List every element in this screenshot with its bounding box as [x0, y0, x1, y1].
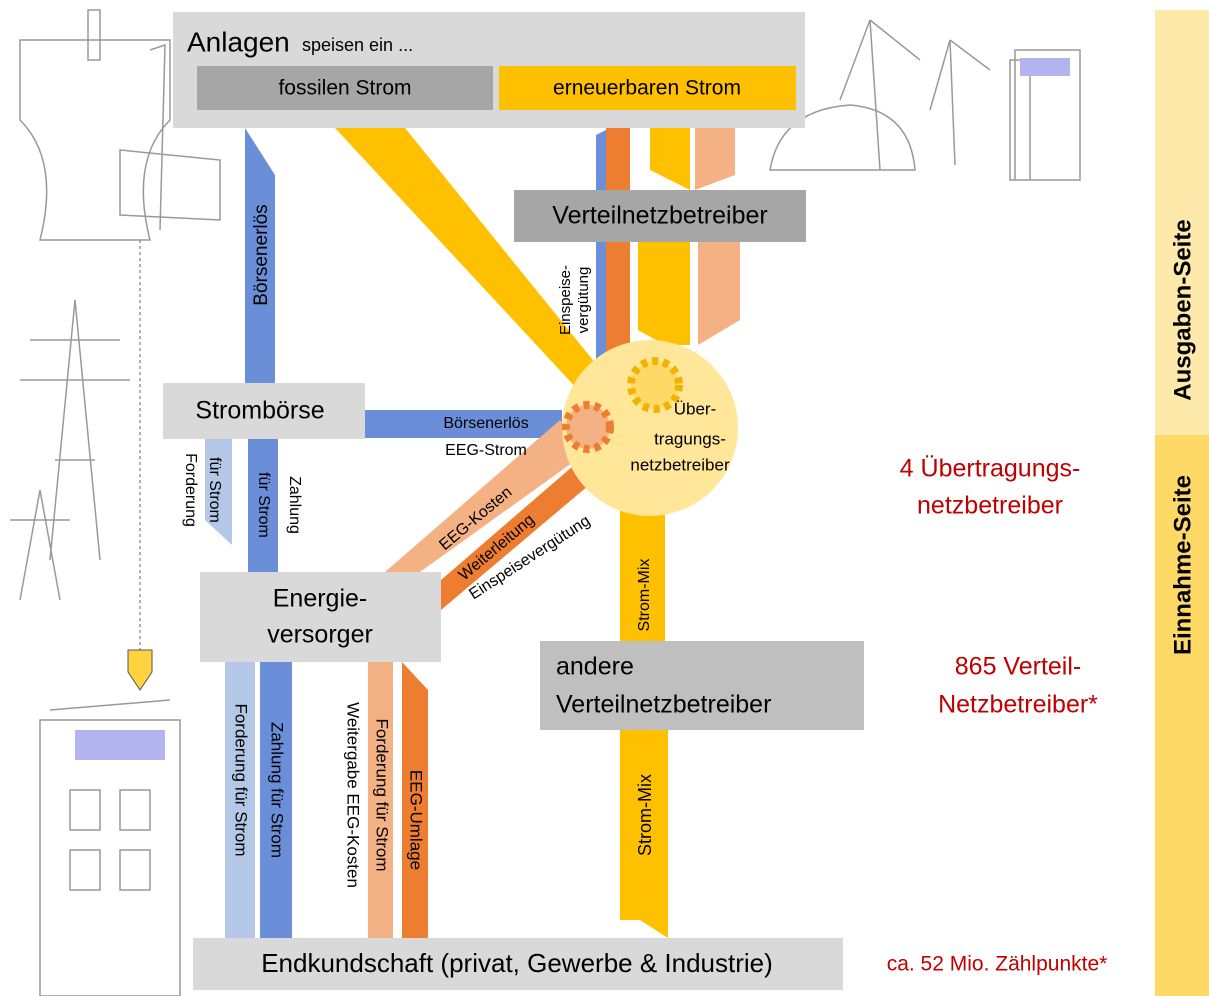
node-label: Verteilnetzbetreiber	[552, 202, 767, 230]
annotation: 865 Verteil-	[955, 653, 1081, 681]
plug	[128, 650, 152, 690]
annotation: ca. 52 Mio. Zählpunkte*	[887, 953, 1108, 976]
sources-subtitle: speisen ein ...	[302, 35, 413, 55]
flow	[606, 118, 630, 190]
side-label: Einnahme-Seite	[1169, 475, 1196, 655]
flow	[606, 242, 630, 355]
flow-label: EEG-Strom	[445, 442, 527, 459]
node-label: Strombörse	[195, 397, 324, 425]
node-label: Über-	[674, 399, 717, 418]
flow-label: Zahlung	[286, 476, 303, 534]
flow-label: Strom-Mix	[636, 559, 653, 632]
solar-panels	[75, 730, 165, 760]
node-label: versorger	[267, 621, 373, 649]
node-label: tragungs-	[654, 429, 726, 448]
annotation: 4 Übertragungs-	[900, 455, 1081, 483]
flow-label: Einspeise-	[557, 265, 574, 335]
gear-icon	[566, 405, 610, 449]
node-label: Verteilnetzbetreiber	[556, 691, 771, 719]
node-label: Energie-	[273, 585, 368, 613]
annotation: netzbetreiber	[917, 492, 1063, 520]
flow-label: vergütung	[575, 267, 592, 334]
flow-label: Strom-Mix	[635, 774, 655, 856]
node-label: andere	[556, 653, 634, 681]
flow-label: Weitergabe EEG-Kosten	[344, 702, 363, 888]
gear-icon	[631, 361, 679, 409]
flow-label: Börsenerlös	[251, 204, 272, 305]
side-label: Ausgaben-Seite	[1169, 219, 1196, 400]
flow-label: für Strom	[255, 472, 272, 538]
solar-panels	[1020, 58, 1070, 76]
flow-label: für Strom	[206, 457, 223, 523]
renewable-label: erneuerbaren Strom	[553, 77, 741, 100]
annotation: Netzbetreiber*	[938, 691, 1098, 719]
diagram: Ausgaben-Seite Einnahme-Seite Anlagen sp…	[0, 0, 1209, 996]
flow	[698, 242, 740, 345]
flow-label: Forderung für Strom	[232, 703, 251, 856]
flow	[638, 242, 690, 345]
flow	[650, 128, 690, 190]
sources-title: Anlagen	[187, 26, 290, 57]
flow-label: Börsenerlös	[443, 415, 528, 432]
fossil-label: fossilen Strom	[278, 77, 411, 100]
flow-label: EEG-Umlage	[407, 770, 426, 870]
page: Diagram html, body { margin: 0; padding:…	[0, 0, 1209, 996]
flow-label: Forderung für Strom	[373, 718, 392, 871]
flow	[596, 242, 606, 360]
flow	[596, 130, 606, 190]
flow-label: Zahlung für Strom	[268, 722, 287, 858]
node-label: Endkundschaft (privat, Gewerbe & Industr…	[261, 948, 773, 978]
node-label: netzbetreiber	[630, 455, 730, 474]
flow	[335, 128, 605, 392]
flow	[695, 128, 735, 190]
flow-label: Forderung	[182, 453, 199, 527]
body: { "sources": {"title": "Anlagen", "subti…	[0, 0, 1209, 996]
